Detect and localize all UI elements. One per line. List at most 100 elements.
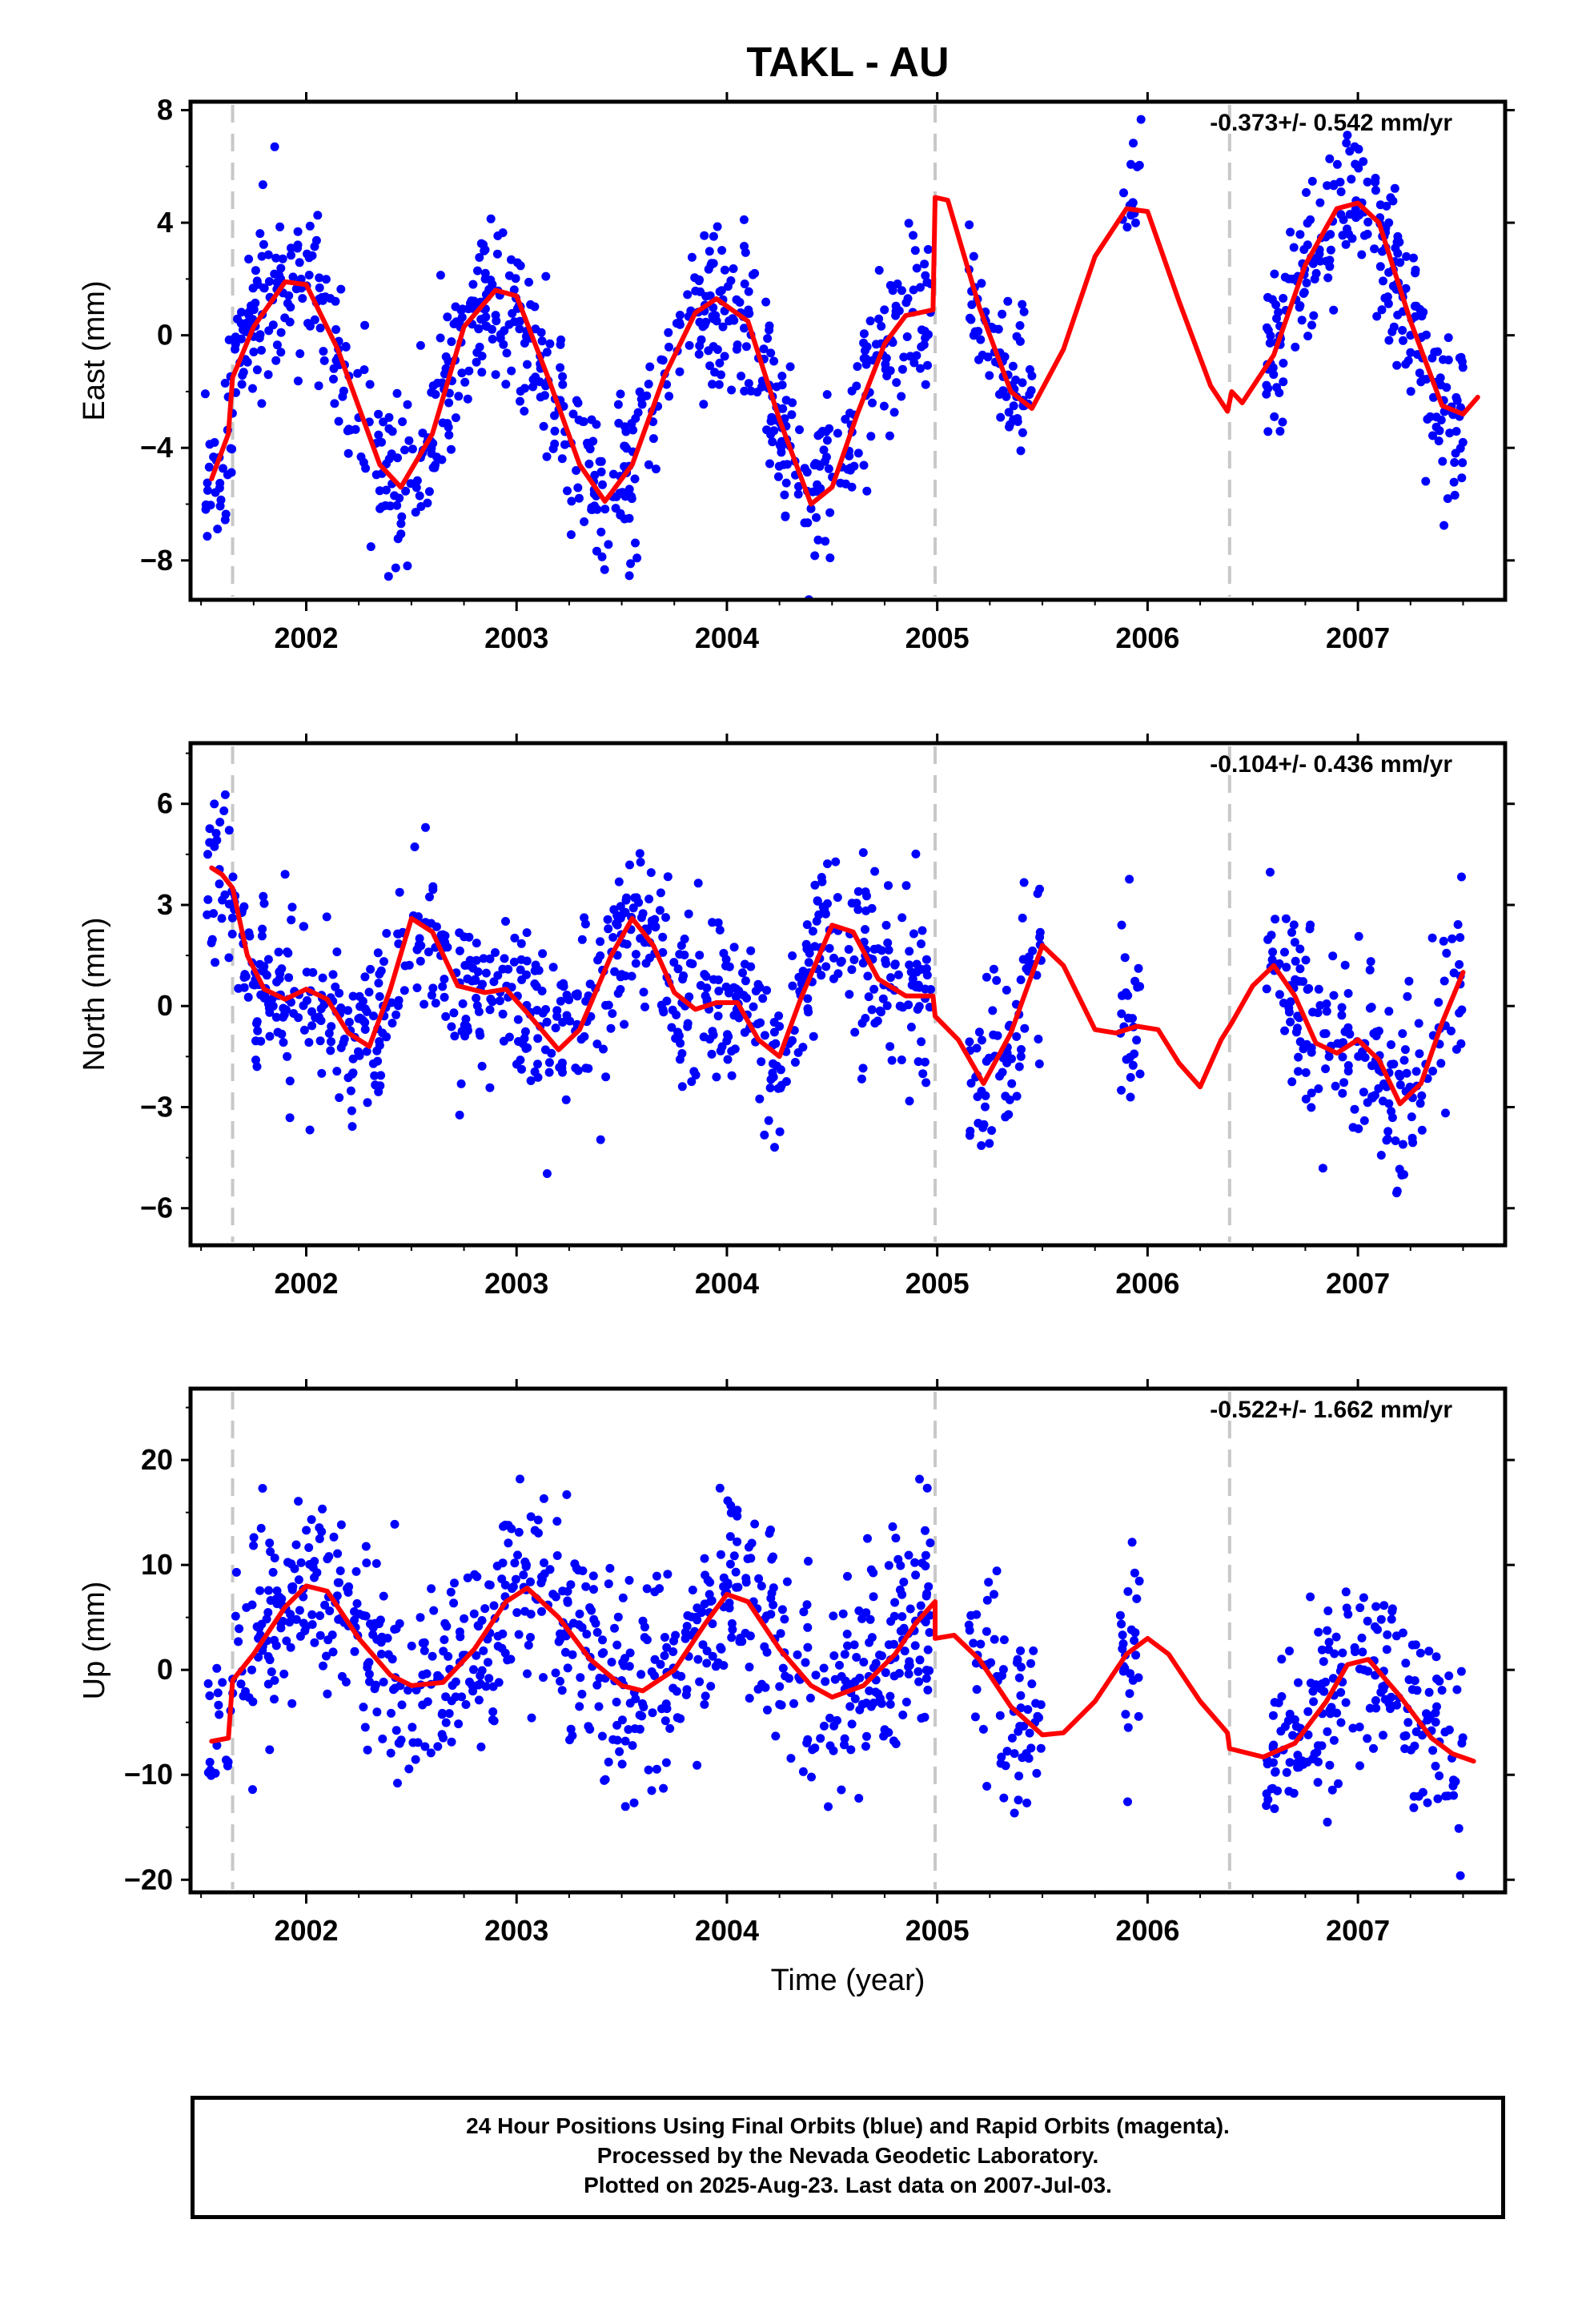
data-point [769,1027,779,1037]
data-point [1323,273,1333,283]
data-point [607,1658,616,1667]
data-point [990,1590,998,1599]
data-point [861,1742,870,1751]
data-point [464,1677,474,1687]
data-point [733,1511,742,1521]
data-point [647,1786,656,1795]
data-point [1343,989,1353,998]
data-point [775,1127,785,1136]
data-point [612,919,621,928]
data-point [359,1703,368,1712]
data-point [600,505,610,514]
x-tick-label: 2003 [484,1914,548,1947]
data-point [240,970,250,979]
data-point [236,1679,246,1689]
data-point [906,1023,916,1031]
data-point [362,1558,371,1568]
x-tick-label: 2004 [695,621,759,654]
data-points [203,1474,1468,1880]
data-point [1387,1107,1396,1116]
data-point [1010,1808,1019,1818]
data-point [897,913,907,923]
data-point [985,371,994,380]
data-point [889,408,899,417]
data-point [1268,1741,1278,1751]
data-point [541,271,551,281]
data-point [378,1734,387,1743]
data-point [996,412,1006,422]
plot-frame [188,1386,1508,1895]
data-point [1314,1627,1323,1637]
data-point [1458,458,1468,468]
data-point [310,1638,319,1647]
data-point [921,964,931,973]
data-point [1329,991,1339,1000]
data-point [685,340,694,350]
data-point [850,1027,860,1037]
data-point [251,1055,260,1065]
data-point [1452,1685,1462,1695]
data-point [804,958,813,967]
data-point [917,325,926,335]
data-point [774,1011,784,1020]
plot-frame [188,741,1508,1248]
data-point [1306,215,1315,224]
data-point [1369,1060,1378,1070]
data-point [1378,247,1387,256]
data-point [1444,1725,1454,1735]
data-point [1343,224,1351,234]
data-point [559,979,568,988]
data-point [360,1025,370,1034]
data-point [601,1072,611,1082]
data-point [897,364,907,374]
data-point [664,328,673,337]
data-point [350,1615,359,1625]
y-tick-label: 0 [157,319,173,352]
data-point [1262,323,1271,332]
data-point [1123,991,1133,1000]
data-point [550,439,560,448]
data-point [705,247,714,256]
data-point [644,460,653,469]
data-point [439,1647,448,1656]
data-point [336,1043,346,1052]
data-point [825,553,835,563]
data-point [472,939,481,948]
data-point [904,1000,913,1010]
data-point [366,964,375,974]
data-point [809,1031,818,1041]
data-point [290,1564,299,1574]
data-point [1409,253,1418,263]
data-point [978,1724,988,1734]
data-point [1289,1788,1299,1798]
data-point [348,991,358,1001]
data-point [318,973,327,983]
data-point [755,983,765,992]
data-point [905,960,914,970]
data-point [627,419,636,428]
data-point [868,398,877,408]
data-point [450,1578,459,1588]
data-point [870,1019,880,1028]
data-point [1379,1731,1387,1740]
data-point [658,932,668,942]
data-point [1363,177,1372,187]
data-point [370,1071,379,1080]
data-point [862,486,872,496]
data-point [881,920,891,930]
data-point [375,969,384,979]
data-point [211,829,221,838]
data-point [563,486,572,496]
data-point [252,1017,262,1027]
data-point [215,818,225,827]
data-point [302,1526,311,1535]
data-point [562,1490,572,1499]
data-point [1034,1035,1043,1043]
footer-caption-box: 24 Hour Positions Using Final Orbits (bl… [191,2096,1505,2219]
data-point [256,1523,266,1533]
data-point [597,552,607,561]
data-point [304,271,314,279]
data-point [661,1758,671,1767]
data-point [693,1760,702,1770]
data-point [566,1724,576,1734]
